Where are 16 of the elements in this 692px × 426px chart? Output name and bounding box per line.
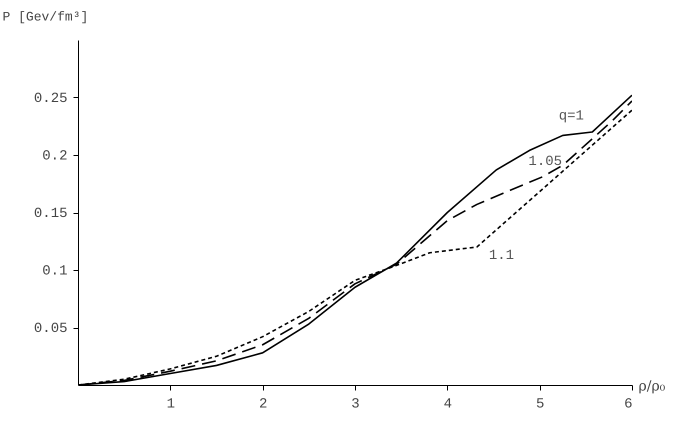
y-tick-label: 0.25 [34,91,68,107]
x-tick-label: 3 [351,396,360,412]
y-tick-label: 0.05 [34,321,68,337]
x-tick-label: 4 [444,396,452,412]
x-tick-label: 6 [624,396,632,412]
y-tick-label: 0.1 [42,264,68,280]
y-axis-title: P [Gev/fm³] [2,10,88,24]
x-tick-label: 5 [536,396,544,412]
x-tick-label: 2 [258,396,268,412]
y-tick-label: 0.15 [34,206,68,222]
series-label: 1.1 [488,248,514,264]
y-tick-label: 0.2 [42,148,68,164]
series-label: q=1 [558,108,584,124]
series-label: 1.05 [528,154,562,170]
x-tick-label: 1 [166,396,176,412]
x-axis-title: ρ/ρ₀ [638,378,666,394]
